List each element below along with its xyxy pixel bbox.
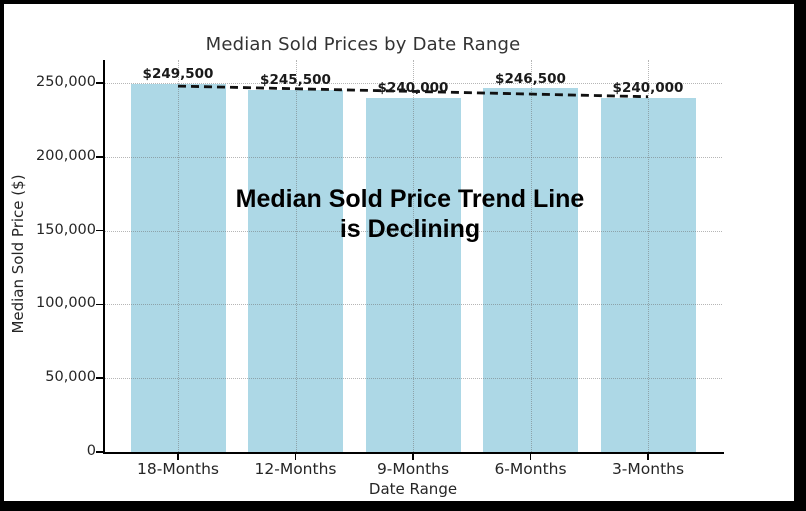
bar-value-label-3-Months: $240,000	[612, 80, 684, 97]
bar-value-label-18-Months: $249,500	[142, 66, 214, 83]
x-tick-label-9-Months: 9-Months	[376, 460, 450, 478]
bar-value-label-12-Months: $245,500	[260, 72, 331, 89]
y-tick-label-150,000: 150,000	[36, 221, 96, 238]
gridline-x-3-Months	[648, 60, 649, 452]
trend-annotation-line1: Median Sold Price Trend Line	[235, 185, 585, 213]
y-tick-label-200,000: 200,000	[36, 147, 96, 164]
gridline-x-18-Months	[178, 60, 179, 452]
y-tick-200,000	[96, 156, 103, 158]
x-axis-spine	[102, 452, 724, 454]
y-tick-0	[96, 451, 103, 453]
x-tick-label-3-Months: 3-Months	[611, 460, 685, 478]
y-tick-label-250,000: 250,000	[36, 74, 96, 90]
x-tick-label-12-Months: 12-Months	[254, 460, 337, 478]
y-tick-50,000	[96, 377, 103, 379]
y-tick-label-100,000: 100,000	[36, 295, 96, 312]
x-tick-6-Months	[529, 454, 532, 460]
trend-annotation: Median Sold Price Trend Line is Declinin…	[110, 184, 710, 244]
chart-title: Median Sold Prices by Date Range	[205, 34, 521, 55]
x-axis-title: Date Range	[368, 480, 458, 498]
y-tick-100,000	[96, 303, 103, 306]
y-tick-150,000	[96, 229, 103, 232]
chart-canvas: Median Sold Prices by Date Range Median …	[4, 4, 794, 501]
gridline-x-9-Months	[413, 60, 414, 452]
x-tick-label-18-Months: 18-Months	[137, 460, 219, 478]
bar-value-label-6-Months: $246,500	[495, 70, 566, 87]
trend-annotation-line2: is Declining	[339, 215, 481, 243]
gridline-x-6-Months	[530, 60, 532, 452]
y-tick-label-50,000: 50,000	[45, 369, 96, 386]
x-tick-3-Months	[647, 454, 649, 460]
bar-value-label-9-Months: $240,000	[377, 80, 449, 97]
x-tick-18-Months	[177, 454, 179, 460]
gridline-x-12-Months	[295, 60, 297, 452]
y-tick-label-0: 0	[86, 443, 96, 459]
x-tick-label-6-Months: 6-Months	[494, 460, 567, 478]
y-axis-title: Median Sold Price ($)	[9, 174, 27, 334]
y-tick-250,000	[96, 82, 103, 84]
x-tick-9-Months	[412, 454, 414, 460]
x-tick-12-Months	[294, 454, 297, 460]
y-axis-spine	[102, 60, 105, 454]
